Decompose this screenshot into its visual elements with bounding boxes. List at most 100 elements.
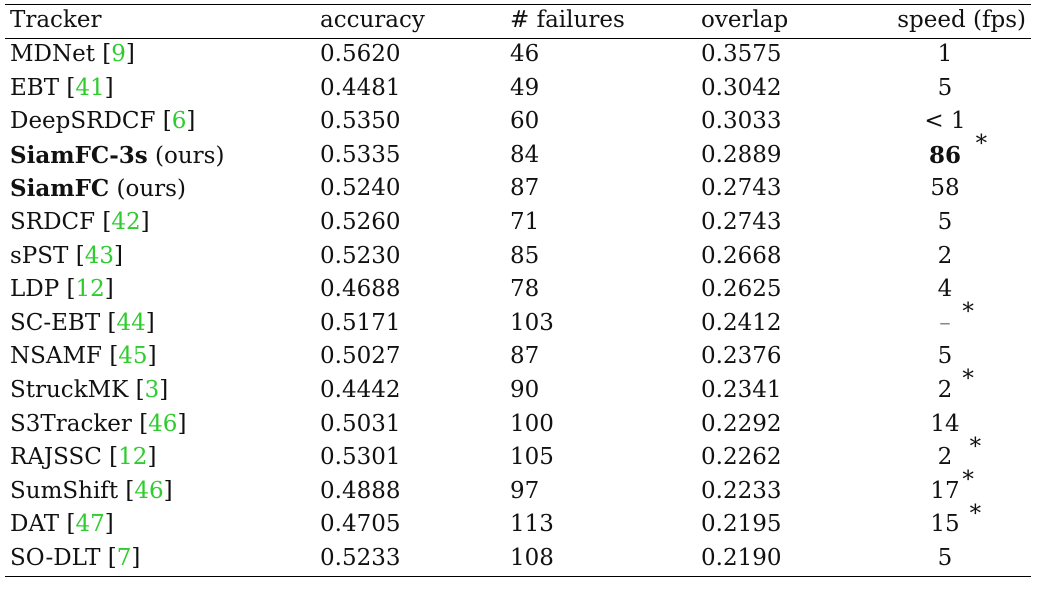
failures-cell: 85 xyxy=(510,242,540,269)
speed-cell: 5 xyxy=(885,72,1005,105)
accuracy-cell: 0.4888 xyxy=(320,477,401,504)
accuracy-cell: 0.5620 xyxy=(320,41,401,67)
table-row: NSAMF [45] 0.5027 87 0.2376 5 * xyxy=(5,340,1031,392)
tracker-cell: sPST [43] xyxy=(10,240,123,273)
tracker-cell: SC-EBT [44] xyxy=(10,307,155,340)
table-row: S3Tracker [46] 0.5031 100 0.2292 14 * xyxy=(5,408,1031,460)
overlap-cell: 0.2195 xyxy=(701,511,782,538)
overlap-cell: 0.2233 xyxy=(701,477,782,504)
speed-cell: 15 xyxy=(885,508,1005,541)
table-row: EBT [41] 0.4481 49 0.3042 5 xyxy=(5,72,1031,105)
speed-value: – xyxy=(939,309,951,336)
citation-link[interactable]: 46 xyxy=(134,477,164,504)
ref-bracket: ] xyxy=(104,276,114,303)
failures-cell: 71 xyxy=(510,209,540,235)
citation-link[interactable]: 45 xyxy=(118,343,148,370)
accuracy-cell: 0.5335 xyxy=(320,141,401,168)
failures-cell: 60 xyxy=(510,108,540,135)
speed-cell: 5 * xyxy=(885,340,1005,392)
overlap-cell: 0.3042 xyxy=(701,74,782,101)
estimate-asterisk: * xyxy=(962,366,974,393)
table-row: SiamFC (ours) 0.5240 87 0.2743 58 xyxy=(5,172,1031,205)
header-tracker: Tracker xyxy=(10,7,102,33)
table-row: MDNet [9] 0.5620 46 0.3575 1 xyxy=(5,38,1031,71)
table-row: SC-EBT [44] 0.5171 103 0.2412 – xyxy=(5,307,1031,340)
speed-cell: 14 * xyxy=(885,408,1005,460)
citation-link[interactable]: 44 xyxy=(116,309,146,336)
accuracy-cell: 0.5230 xyxy=(320,242,401,269)
bottom-rule xyxy=(5,576,1031,577)
ref-bracket: [ xyxy=(75,242,85,269)
speed-cell: 5 xyxy=(885,542,1005,575)
overlap-cell: 0.2743 xyxy=(701,175,782,202)
ours-suffix: (ours) xyxy=(155,142,225,169)
table-row: sPST [43] 0.5230 85 0.2668 2 xyxy=(5,240,1031,273)
speed-value: < 1 xyxy=(924,108,966,135)
speed-value: 1 xyxy=(937,41,953,67)
failures-cell: 103 xyxy=(510,309,554,336)
citation-link[interactable]: 3 xyxy=(144,377,160,403)
speed-value: 14 xyxy=(930,410,960,437)
ref-bracket: ] xyxy=(104,511,114,538)
tracker-name: SRDCF xyxy=(10,209,96,235)
speed-value: 5 xyxy=(937,343,953,370)
table-row: SRDCF [42] 0.5260 71 0.2743 5 xyxy=(5,206,1031,239)
ref-bracket: [ xyxy=(102,209,112,235)
overlap-cell: 0.2292 xyxy=(701,410,782,437)
table-row: LDP [12] 0.4688 78 0.2625 4 * xyxy=(5,273,1031,325)
citation-link[interactable]: 43 xyxy=(84,242,114,269)
speed-value: 5 xyxy=(937,209,953,235)
citation-link[interactable]: 47 xyxy=(75,511,105,538)
failures-cell: 113 xyxy=(510,511,554,538)
speed-cell: < 1 * xyxy=(885,105,1005,157)
tracker-cell: DeepSRDCF [6] xyxy=(10,105,195,138)
estimate-asterisk: * xyxy=(975,131,988,158)
tracker-cell: SRDCF [42] xyxy=(10,206,150,239)
failures-cell: 84 xyxy=(510,141,540,168)
table-row: SiamFC-3s (ours) 0.5335 84 0.2889 86 xyxy=(5,139,1031,172)
overlap-cell: 0.2625 xyxy=(701,276,782,303)
speed-value: 86 xyxy=(928,141,961,169)
tracker-name: StruckMK xyxy=(10,377,129,403)
tracker-cell: NSAMF [45] xyxy=(10,340,157,373)
tracker-name: SO-DLT xyxy=(10,545,101,571)
speed-cell: 4 * xyxy=(885,273,1005,325)
tracker-name: MDNet xyxy=(10,41,95,67)
ref-bracket: ] xyxy=(147,444,157,471)
header-accuracy: accuracy xyxy=(320,7,425,33)
ref-bracket: [ xyxy=(102,41,112,67)
accuracy-cell: 0.5301 xyxy=(320,444,401,471)
ref-bracket: ] xyxy=(145,309,155,336)
citation-link[interactable]: 6 xyxy=(171,108,187,135)
header-overlap: overlap xyxy=(701,7,789,33)
citation-link[interactable]: 46 xyxy=(148,410,178,437)
speed-cell: 1 xyxy=(885,38,1005,71)
speed-cell: – xyxy=(885,307,1005,340)
citation-link[interactable]: 9 xyxy=(111,41,126,67)
citation-link[interactable]: 12 xyxy=(75,276,105,303)
ref-bracket: [ xyxy=(107,309,117,336)
table-row: StruckMK [3] 0.4442 90 0.2341 2 xyxy=(5,374,1031,407)
citation-link[interactable]: 12 xyxy=(118,444,148,471)
header-rule xyxy=(5,38,1031,39)
citation-link[interactable]: 41 xyxy=(75,74,105,101)
ref-bracket: ] xyxy=(147,343,157,370)
speed-cell: 5 xyxy=(885,206,1005,239)
header-speed: speed (fps) xyxy=(897,7,1026,33)
tracker-name: NSAMF xyxy=(10,343,102,370)
tracker-name: SumShift xyxy=(10,477,119,504)
failures-cell: 108 xyxy=(510,545,554,571)
ref-bracket: ] xyxy=(177,410,187,437)
ref-bracket: ] xyxy=(131,545,141,571)
speed-cell: 86 xyxy=(885,139,1005,173)
speed-value: 4 xyxy=(937,276,953,303)
estimate-asterisk: * xyxy=(962,467,974,494)
overlap-cell: 0.2341 xyxy=(701,377,782,403)
tracker-cell: MDNet [9] xyxy=(10,38,135,71)
speed-cell: 2 xyxy=(885,240,1005,273)
accuracy-cell: 0.4705 xyxy=(320,511,401,538)
table-row: DeepSRDCF [6] 0.5350 60 0.3033 < 1 * xyxy=(5,105,1031,157)
overlap-cell: 0.2668 xyxy=(701,242,782,269)
citation-link[interactable]: 7 xyxy=(116,545,132,571)
citation-link[interactable]: 42 xyxy=(111,209,141,235)
